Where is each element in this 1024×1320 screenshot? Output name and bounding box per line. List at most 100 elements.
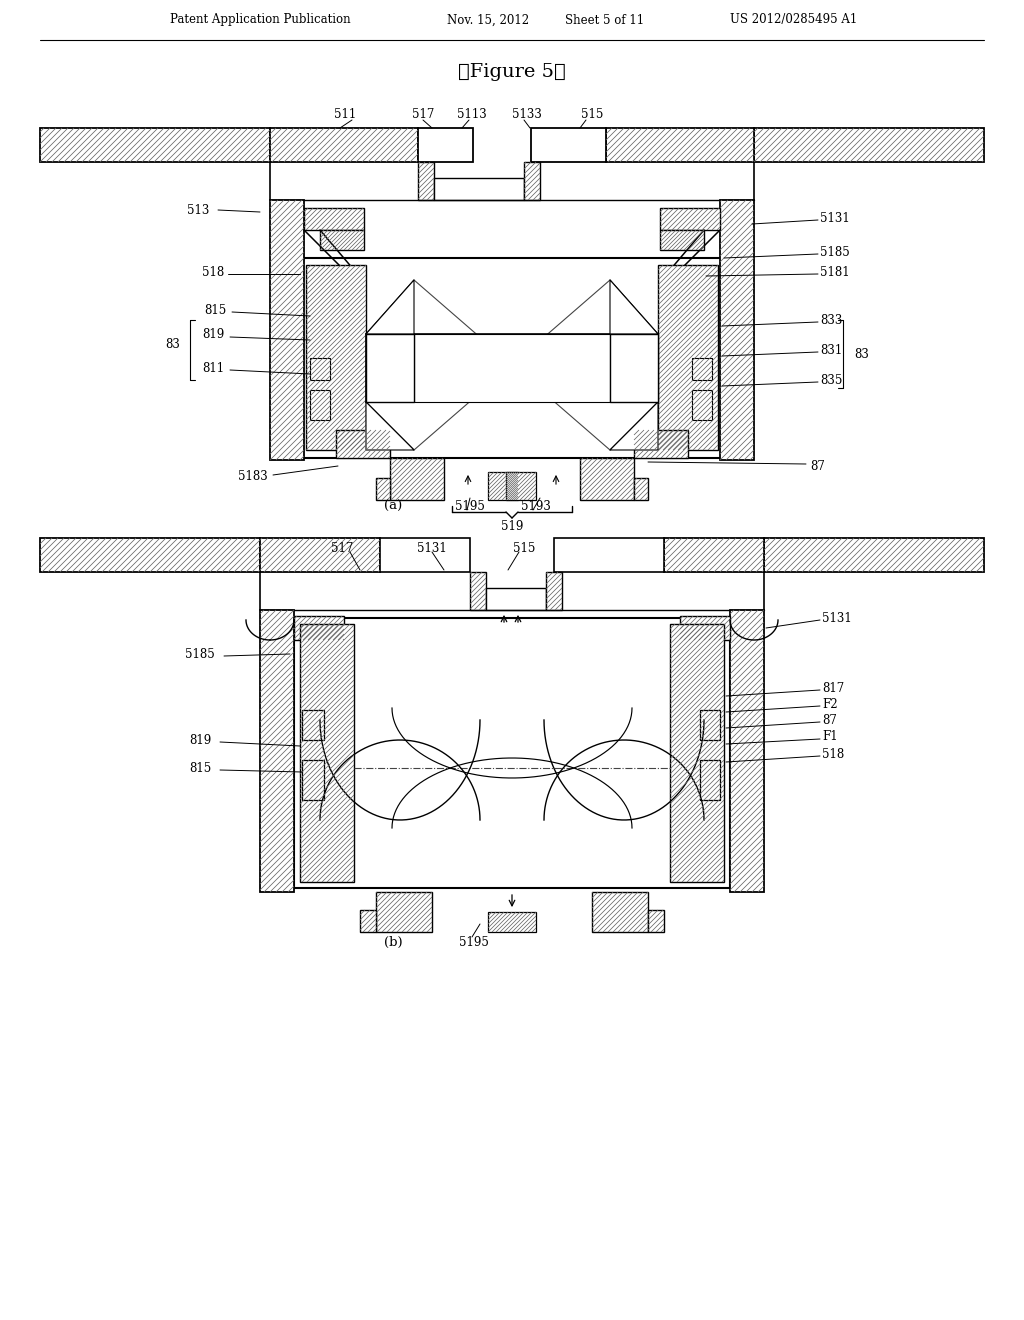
Text: 5185: 5185 (820, 246, 850, 259)
Polygon shape (610, 403, 658, 450)
Text: (b): (b) (384, 936, 402, 949)
Bar (376, 892, 432, 932)
Text: 817: 817 (822, 681, 844, 694)
Text: 835: 835 (820, 374, 843, 387)
Bar (310, 389, 330, 420)
Bar (300, 624, 354, 882)
Text: 83: 83 (854, 348, 869, 362)
Bar (700, 710, 720, 741)
Text: 815: 815 (188, 762, 211, 775)
Bar (664, 539, 764, 572)
Text: 511: 511 (334, 108, 356, 121)
Bar (692, 389, 712, 420)
Bar (390, 458, 444, 500)
Bar (660, 209, 720, 230)
Bar (360, 909, 376, 932)
Text: 833: 833 (820, 314, 843, 326)
Text: 87: 87 (822, 714, 837, 726)
Bar (336, 430, 390, 458)
Text: 5131: 5131 (822, 611, 852, 624)
Text: 5195: 5195 (455, 499, 485, 512)
Text: 513: 513 (186, 203, 209, 216)
Text: 517: 517 (331, 541, 353, 554)
Bar (610, 334, 658, 403)
Bar (376, 478, 390, 500)
Bar (366, 334, 658, 403)
Text: 5185: 5185 (185, 648, 215, 660)
Bar (531, 128, 606, 162)
Bar (418, 128, 473, 162)
Bar (660, 230, 705, 249)
Text: 87: 87 (810, 459, 825, 473)
Bar (754, 128, 984, 162)
Bar (764, 539, 984, 572)
Bar (524, 162, 540, 201)
Polygon shape (610, 280, 658, 334)
Bar (270, 128, 418, 162)
Bar (300, 257, 724, 458)
Text: 5193: 5193 (521, 499, 551, 512)
Polygon shape (366, 403, 414, 450)
Text: 【Figure 5】: 【Figure 5】 (458, 63, 566, 81)
Text: 518: 518 (822, 747, 844, 760)
Bar (700, 760, 720, 800)
Bar (546, 572, 562, 610)
Bar (606, 128, 754, 162)
Bar (634, 430, 688, 458)
Text: 5183: 5183 (239, 470, 268, 483)
Text: 83: 83 (165, 338, 180, 351)
Bar (434, 178, 524, 201)
Bar (294, 616, 344, 640)
Bar (366, 334, 414, 403)
Text: 515: 515 (581, 108, 603, 121)
Text: 819: 819 (188, 734, 211, 747)
Text: 815: 815 (204, 304, 226, 317)
Text: 5195: 5195 (459, 936, 488, 949)
Bar (418, 162, 434, 201)
Bar (730, 610, 764, 892)
Bar (470, 572, 486, 610)
Bar (634, 478, 648, 500)
Text: 831: 831 (820, 343, 843, 356)
Text: 5131: 5131 (820, 211, 850, 224)
Bar (380, 539, 470, 572)
Text: 519: 519 (501, 520, 523, 533)
Bar (692, 358, 712, 380)
Bar (670, 624, 724, 882)
Text: F2: F2 (822, 697, 838, 710)
Bar (302, 710, 324, 741)
Text: Patent Application Publication: Patent Application Publication (170, 13, 350, 26)
Bar (680, 616, 730, 640)
Bar (720, 201, 754, 459)
Bar (310, 358, 330, 380)
Text: 5181: 5181 (820, 265, 850, 279)
Text: Nov. 15, 2012: Nov. 15, 2012 (447, 13, 529, 26)
Bar (304, 209, 364, 230)
Bar (260, 610, 294, 892)
Bar (658, 265, 718, 450)
Bar (40, 539, 260, 572)
Text: 518: 518 (202, 267, 224, 280)
Bar (648, 909, 664, 932)
Bar (488, 473, 518, 500)
Bar (270, 201, 304, 459)
Bar (260, 539, 380, 572)
Bar (294, 618, 730, 888)
Bar (580, 458, 634, 500)
Bar (306, 265, 366, 450)
Text: 5133: 5133 (512, 108, 542, 121)
Bar (488, 912, 536, 932)
Text: 5113: 5113 (457, 108, 486, 121)
Bar (302, 760, 324, 800)
Text: 517: 517 (412, 108, 434, 121)
Text: (a): (a) (384, 499, 402, 512)
Bar (592, 892, 648, 932)
Bar (414, 334, 610, 403)
Text: 515: 515 (513, 541, 536, 554)
Bar (554, 539, 664, 572)
Polygon shape (366, 280, 414, 334)
Bar (506, 473, 536, 500)
Text: 811: 811 (202, 362, 224, 375)
Text: 819: 819 (202, 329, 224, 342)
Text: Sheet 5 of 11: Sheet 5 of 11 (565, 13, 644, 26)
